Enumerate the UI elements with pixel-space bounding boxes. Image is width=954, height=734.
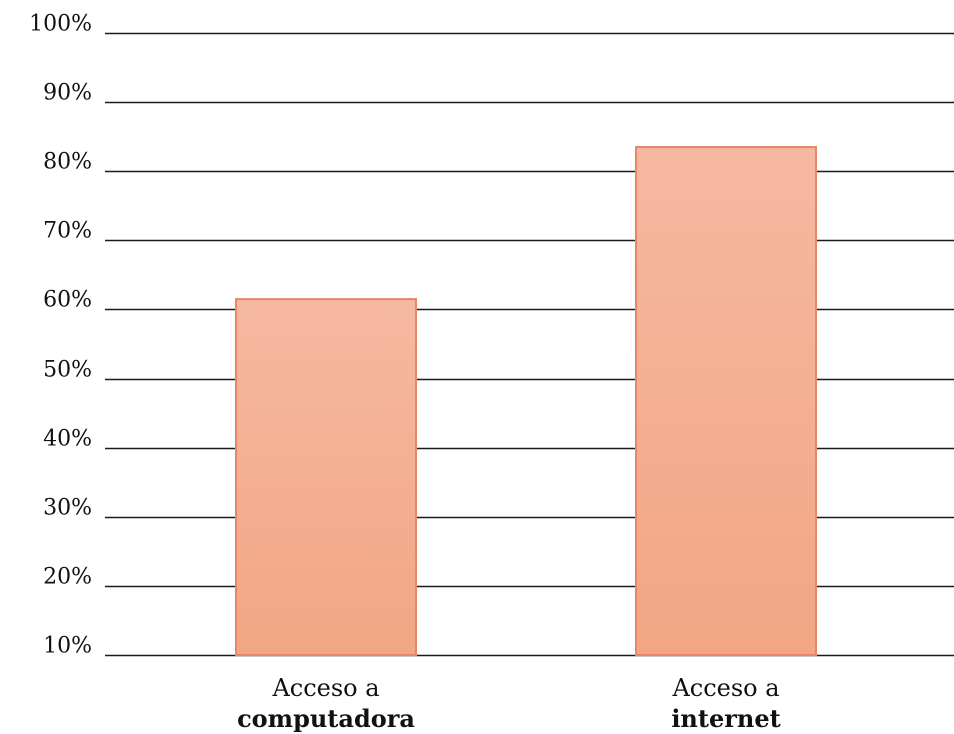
category-label-line2: computadora xyxy=(237,704,415,733)
y-tick-label: 30% xyxy=(43,496,92,521)
y-tick-label: 10% xyxy=(43,634,92,659)
bars xyxy=(235,146,817,657)
y-tick-label: 80% xyxy=(43,150,92,175)
y-tick-label: 60% xyxy=(43,288,92,313)
y-tick-label: 100% xyxy=(29,12,92,37)
bar-acceso-internet xyxy=(635,146,817,657)
gridlines xyxy=(105,32,954,657)
category-label-line1: Acceso a xyxy=(671,674,779,702)
y-tick-label: 90% xyxy=(43,81,92,106)
y-tick-label: 70% xyxy=(43,219,92,244)
y-tick-label: 40% xyxy=(43,427,92,452)
y-tick-label: 50% xyxy=(43,358,92,383)
category-label-line1: Acceso a xyxy=(271,674,379,702)
y-tick-label: 20% xyxy=(43,565,92,590)
category-label-line2: internet xyxy=(671,704,780,733)
y-axis-tick-labels: 10% 20% 30% 40% 50% 60% 70% 80% 90% 100% xyxy=(29,12,92,659)
bar-acceso-computadora xyxy=(235,298,417,656)
